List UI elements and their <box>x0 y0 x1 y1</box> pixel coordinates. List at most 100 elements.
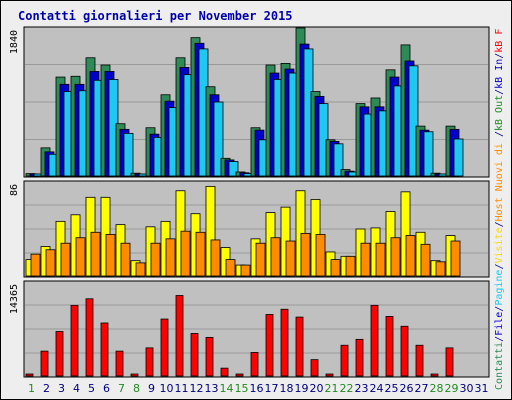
bar-visits-day-18 <box>285 240 296 277</box>
bar-visits-day-1 <box>30 253 41 277</box>
legend-item: Contatti <box>494 342 505 390</box>
day-label-5: 5 <box>88 382 95 395</box>
legend-item: Visite <box>494 227 505 263</box>
day-label-4: 4 <box>73 382 80 395</box>
day-label-6: 6 <box>103 382 110 395</box>
legend-item: Pagine <box>494 270 505 306</box>
bar-visits-day-10 <box>165 238 176 277</box>
chart-title: Contatti giornalieri per November 2015 <box>18 9 293 23</box>
bar-visits-day-25 <box>390 237 401 277</box>
bar-visits-day-14 <box>225 259 236 277</box>
bar-visits-day-8 <box>135 262 146 277</box>
bar-visits-day-2 <box>45 249 56 277</box>
bar-visits-day-20 <box>315 234 326 277</box>
day-label-26: 26 <box>400 382 414 395</box>
bar-visits-day-7 <box>120 242 131 277</box>
bar-hits-day-26 <box>408 65 419 177</box>
legend-item: / <box>494 131 505 137</box>
bar-kbytes-day-13 <box>205 336 214 377</box>
bar-visits-day-23 <box>360 242 371 277</box>
day-label-28: 28 <box>430 382 444 395</box>
bar-kbytes-day-14 <box>220 367 229 377</box>
bar-kbytes-day-18 <box>280 308 289 377</box>
bar-kbytes-day-25 <box>385 316 394 377</box>
bar-kbytes-day-15 <box>235 373 244 377</box>
bar-visits-day-28 <box>435 261 446 277</box>
bar-kbytes-day-22 <box>340 344 349 377</box>
bar-hits-day-14 <box>228 161 239 177</box>
bar-kbytes-day-5 <box>85 298 94 377</box>
legend-item: / <box>494 336 505 342</box>
bar-kbytes-day-6 <box>100 322 109 377</box>
day-label-23: 23 <box>355 382 369 395</box>
day-label-8: 8 <box>133 382 140 395</box>
bar-kbytes-day-8 <box>130 373 139 377</box>
day-label-13: 13 <box>205 382 219 395</box>
legend-item: / <box>494 306 505 312</box>
day-label-21: 21 <box>325 382 339 395</box>
bar-visits-day-22 <box>345 255 356 277</box>
day-label-1: 1 <box>28 382 35 395</box>
legend-item: / <box>494 89 505 95</box>
day-label-14: 14 <box>220 382 234 395</box>
bar-visits-day-5 <box>90 231 101 277</box>
day-label-25: 25 <box>385 382 399 395</box>
bar-kbytes-day-9 <box>145 347 154 377</box>
bar-visits-day-19 <box>300 232 311 277</box>
bar-kbytes-day-12 <box>190 333 199 377</box>
day-label-17: 17 <box>265 382 279 395</box>
bar-hits-day-27 <box>423 131 434 177</box>
legend-item: / <box>494 53 505 59</box>
legend-item: kB F <box>494 29 505 53</box>
day-label-18: 18 <box>280 382 294 395</box>
bar-kbytes-day-21 <box>325 373 334 377</box>
max-label-top: 1840 <box>9 30 20 54</box>
day-label-9: 9 <box>148 382 155 395</box>
bar-kbytes-day-2 <box>40 350 49 377</box>
max-label-mid: 86 <box>9 184 20 196</box>
bar-visits-day-29 <box>450 240 461 277</box>
bar-hits-day-13 <box>213 101 224 177</box>
bar-hits-day-29 <box>453 138 464 177</box>
max-label-bot: 14365 <box>9 284 20 314</box>
bar-visits-day-16 <box>255 242 266 277</box>
bar-kbytes-day-27 <box>415 344 424 377</box>
day-label-11: 11 <box>175 382 189 395</box>
bar-kbytes-day-10 <box>160 318 169 377</box>
day-label-29: 29 <box>445 382 459 395</box>
legend-item: / <box>494 264 505 270</box>
bar-kbytes-day-23 <box>355 338 364 377</box>
bar-visits-day-21 <box>330 259 341 277</box>
legend-item: kB Out <box>494 95 505 131</box>
bar-visits-day-15 <box>240 264 251 277</box>
bar-visits-day-24 <box>375 242 386 277</box>
bar-visits-day-3 <box>60 242 71 277</box>
day-label-7: 7 <box>118 382 125 395</box>
bar-visits-day-4 <box>75 237 86 277</box>
day-label-16: 16 <box>250 382 264 395</box>
bar-visits-day-9 <box>150 242 161 277</box>
day-label-19: 19 <box>295 382 309 395</box>
legend-item: Nuovi di <box>494 137 505 197</box>
bar-kbytes-day-26 <box>400 325 409 377</box>
bar-hosts-day-26 <box>400 191 411 277</box>
day-label-3: 3 <box>58 382 65 395</box>
bar-visits-day-26 <box>405 235 416 277</box>
bar-visits-day-6 <box>105 234 116 277</box>
bar-visits-day-17 <box>270 237 281 277</box>
bar-kbytes-day-19 <box>295 316 304 377</box>
bar-kbytes-day-20 <box>310 359 319 377</box>
legend-item: Host <box>494 197 505 221</box>
day-label-24: 24 <box>370 382 384 395</box>
bar-visits-day-27 <box>420 243 431 277</box>
day-label-12: 12 <box>190 382 204 395</box>
bar-kbytes-day-17 <box>265 314 274 377</box>
bar-kbytes-day-4 <box>70 304 79 377</box>
legend-item: / <box>494 221 505 227</box>
bar-visits-day-11 <box>180 230 191 277</box>
day-label-30: 30 <box>460 382 474 395</box>
bar-kbytes-day-11 <box>175 295 184 377</box>
bar-visits-day-13 <box>210 239 221 277</box>
bar-hits-day-21 <box>333 143 344 177</box>
